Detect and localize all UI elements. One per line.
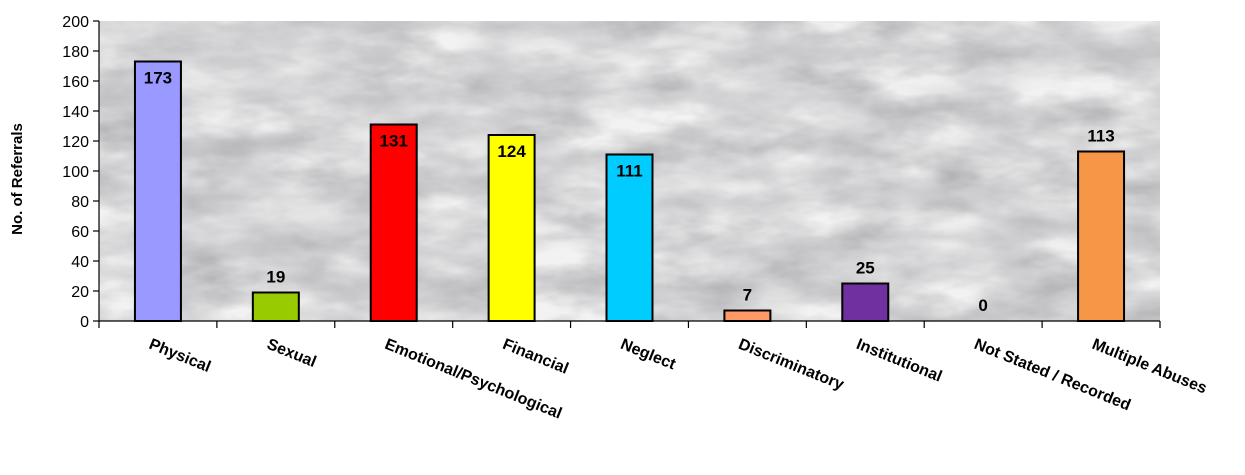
y-tick-label: 60 [71, 224, 89, 241]
category-label: Sexual [264, 336, 318, 371]
data-label: 173 [144, 69, 172, 88]
bar-sexual [251, 291, 300, 322]
data-label: 124 [497, 142, 526, 161]
data-label: 131 [380, 132, 408, 151]
y-tick-label: 160 [62, 74, 89, 91]
y-tick-label: 120 [62, 134, 89, 151]
y-tick-label: 100 [62, 164, 89, 181]
category-label: Neglect [618, 336, 679, 374]
y-tick-label: 0 [80, 314, 89, 331]
data-label: 7 [743, 286, 752, 305]
bar-financial [487, 134, 536, 322]
category-label: Financial [500, 336, 571, 378]
y-tick-label: 80 [71, 194, 89, 211]
category-label: Institutional [854, 336, 944, 386]
y-tick-label: 20 [71, 284, 89, 301]
data-labels: 173 19 131 124 111 7 25 0 113 [144, 69, 1115, 316]
data-label: 25 [856, 259, 875, 278]
bar-emotional-psychological [369, 123, 418, 322]
category-label: Discriminatory [736, 336, 846, 394]
bars [133, 60, 1126, 322]
category-labels: Physical Sexual Emotional/PsychologicalFin… [146, 336, 1209, 423]
y-tick-label: 180 [62, 44, 89, 61]
data-label: 0 [978, 296, 987, 315]
y-tick-label: 140 [62, 104, 89, 121]
data-label: 113 [1087, 127, 1114, 146]
data-label: 19 [266, 268, 285, 287]
y-tick-label: 40 [71, 254, 89, 271]
y-tick-label: 200 [62, 14, 89, 31]
bar-physical [133, 60, 182, 322]
data-label: 111 [616, 162, 643, 181]
category-label: Physical [146, 336, 213, 376]
bar-multiple-abuses [1077, 150, 1126, 322]
bar-discriminatory [723, 309, 772, 322]
y-axis-ticks: 0 20 40 60 80 100 120 140 160 180 200 [62, 14, 99, 331]
y-axis-title: No. of Referrals [9, 123, 26, 235]
x-axis-ticks [98, 321, 1161, 328]
bar-institutional [841, 282, 890, 322]
